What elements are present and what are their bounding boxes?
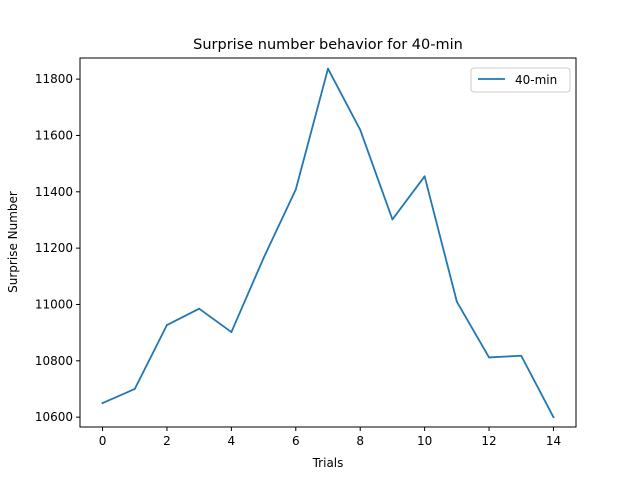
series-layer	[101, 67, 555, 419]
y-tick-label: 10600	[35, 410, 73, 424]
legend: 40-min	[470, 67, 571, 93]
data-point	[359, 128, 362, 131]
data-point	[520, 354, 523, 357]
data-point	[552, 416, 555, 419]
y-tick-label: 10800	[35, 354, 73, 368]
data-point	[198, 307, 201, 310]
x-tick-label: 10	[417, 434, 432, 448]
data-point	[166, 324, 168, 326]
y-tick-label: 11800	[35, 72, 73, 86]
x-axis: 0 2 4 6 8 10 12 14	[99, 427, 561, 448]
legend-box	[470, 67, 571, 93]
x-tick-label: 12	[481, 434, 496, 448]
x-tick-label: 8	[356, 434, 364, 448]
legend-label-40-min: 40-min	[515, 73, 557, 87]
y-axis-title: Surprise Number	[6, 191, 20, 293]
data-point	[391, 218, 394, 221]
data-point	[327, 67, 329, 70]
y-axis: 10600 10800 11000 11200 11400 11600 11800	[35, 72, 80, 424]
x-tick-label: 6	[292, 434, 300, 448]
x-tick-label: 14	[546, 434, 561, 448]
plot-area	[79, 57, 577, 428]
data-point	[488, 356, 490, 359]
data-point	[294, 188, 297, 191]
y-tick-label: 11000	[35, 297, 73, 311]
data-point	[455, 300, 458, 303]
y-tick-label: 11200	[35, 241, 73, 255]
data-point	[230, 331, 233, 333]
y-tick-label: 11600	[35, 128, 73, 142]
data-point	[101, 402, 104, 404]
data-point	[262, 257, 265, 259]
x-tick-label: 0	[99, 434, 107, 448]
x-axis-title: Trials	[312, 456, 344, 470]
x-tick-label: 4	[228, 434, 236, 448]
y-tick-label: 11400	[35, 185, 73, 199]
x-tick-label: 2	[163, 434, 171, 448]
data-point	[423, 175, 426, 178]
chart-title: Surprise number behavior for 40-min	[193, 37, 463, 53]
data-point	[133, 388, 136, 390]
